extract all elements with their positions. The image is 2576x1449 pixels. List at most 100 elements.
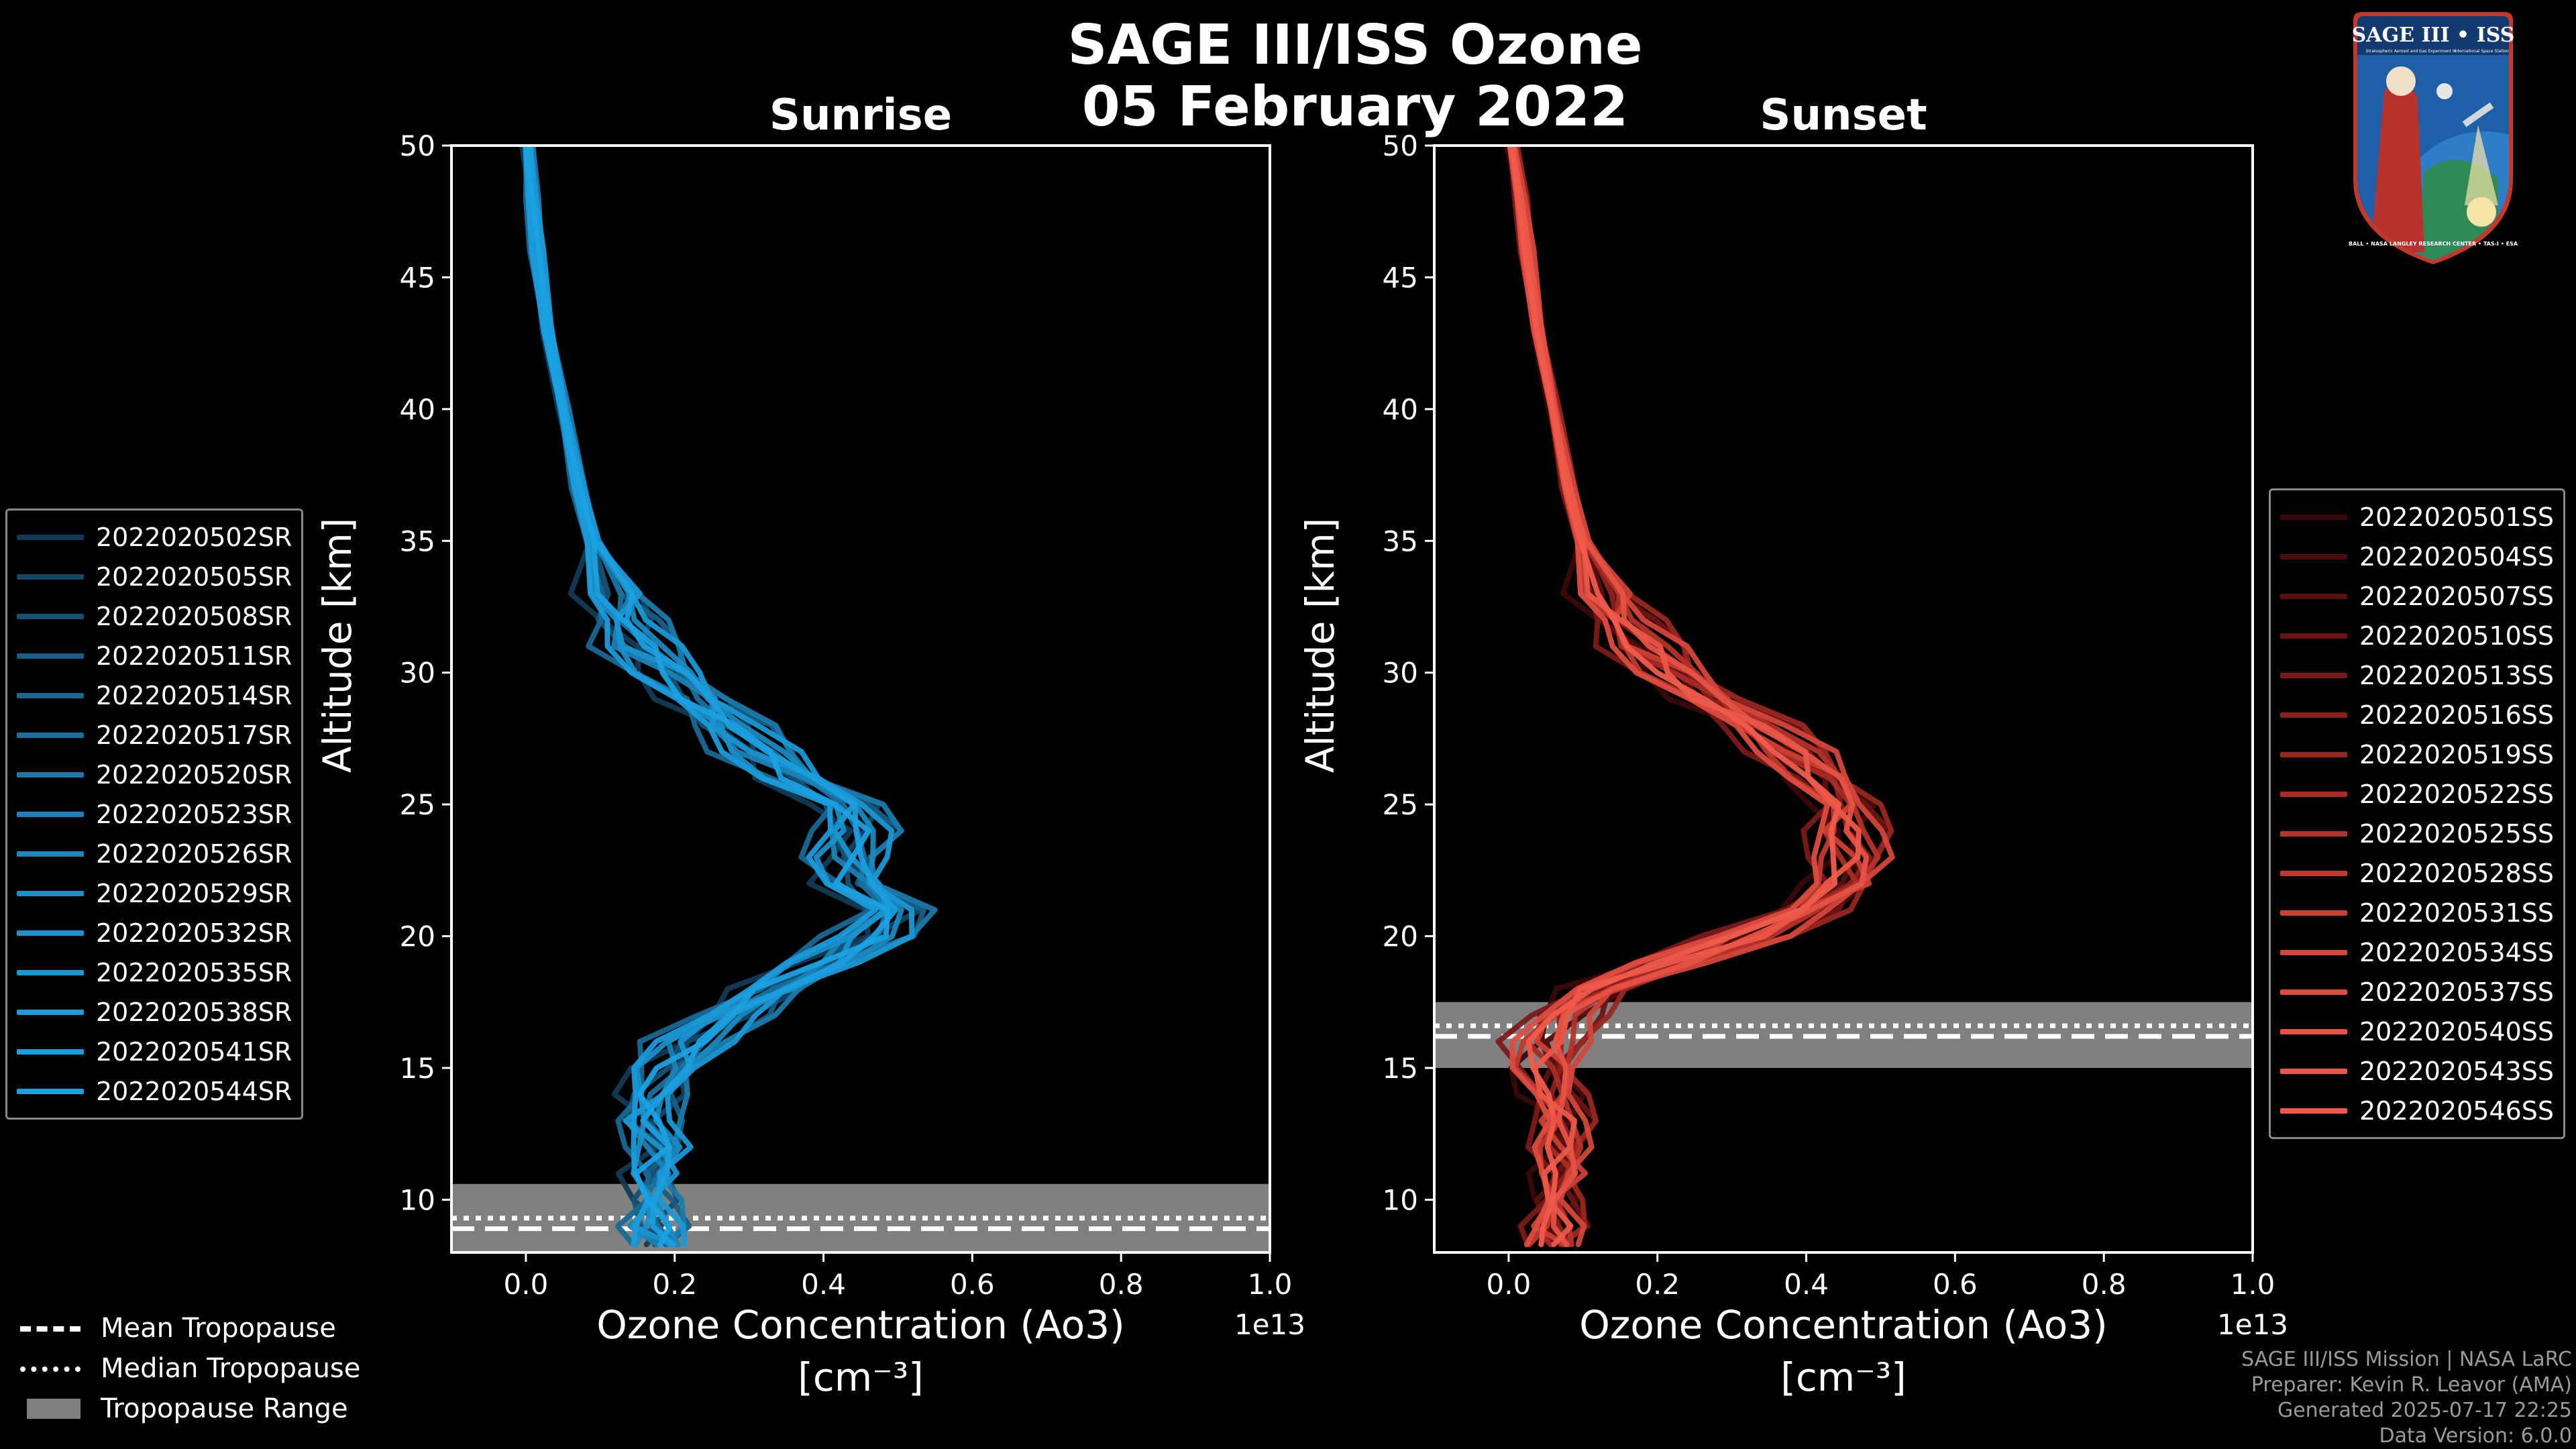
logo-ring-text: BALL • NASA LANGLEY RESEARCH CENTER • TA…	[2349, 241, 2518, 247]
tropopause-legend: Mean Tropopause Median Tropopause Tropop…	[20, 1308, 360, 1429]
legend-item: 2022020540SS	[2280, 1012, 2554, 1051]
axes-frame	[1433, 144, 2254, 1254]
series-line-2022020543SS	[1507, 146, 1862, 1248]
y-tick-label: 10	[1383, 1183, 1418, 1216]
legend-mean-tropopause: Mean Tropopause	[20, 1308, 360, 1348]
series-line-2022020511SR	[527, 146, 926, 1248]
credit-line: Data Version: 6.0.0	[2379, 1424, 2572, 1448]
legend-swatch	[17, 732, 84, 738]
y-tick-label: 40	[1383, 393, 1418, 426]
x-tick-label: 0.0	[504, 1268, 549, 1301]
legend-item: 2022020510SS	[2280, 616, 2554, 655]
legend-swatch	[17, 890, 84, 896]
y-tick-label: 50	[1383, 129, 1418, 162]
legend-swatch	[2280, 910, 2347, 916]
legend-item: 2022020504SS	[2280, 537, 2554, 576]
panel-title: Sunrise	[769, 91, 952, 140]
x-tick-label: 0.4	[1784, 1268, 1829, 1301]
y-tick-label: 40	[400, 393, 435, 426]
legend-label: 2022020522SS	[2359, 779, 2555, 809]
legend-label: 2022020510SS	[2359, 621, 2555, 651]
legend-label: 2022020531SS	[2359, 898, 2555, 928]
sunset-panel: 0.0 0.2 0.4 0.6 0.8 1.0 10 15 20 25 30 35 40 45 50 1e13…	[1297, 91, 2288, 1400]
legend-label: 2022020507SS	[2359, 581, 2555, 611]
legend-swatch	[2280, 1108, 2347, 1114]
legend-swatch	[2280, 870, 2347, 876]
credits: SAGE III/ISS Mission | NASA LaRC Prepare…	[2241, 1347, 2572, 1449]
legend-label: Mean Tropopause	[101, 1313, 336, 1344]
axes-frame	[450, 144, 1271, 1254]
legend-item: 2022020526SR	[17, 834, 292, 873]
legend-swatch	[17, 692, 84, 698]
legend-swatch	[17, 653, 84, 659]
credit-line: Generated 2025-07-17 22:25	[2277, 1399, 2572, 1422]
y-tick-label: 50	[400, 129, 435, 162]
legend-item: 2022020537SS	[2280, 972, 2554, 1012]
legend-label: 2022020528SS	[2359, 858, 2555, 888]
y-tick-label: 15	[1383, 1052, 1418, 1085]
legend-label: 2022020534SS	[2359, 937, 2555, 967]
sunrise-legend: 2022020502SR 2022020505SR 2022020508SR 2022…	[5, 508, 304, 1120]
y-axis-label: Altitude [km]	[315, 518, 360, 773]
x-axis-label: Ozone Concentration (Ao3)	[596, 1302, 1125, 1348]
plot-area	[1434, 146, 2253, 1248]
y-tick-label: 35	[1383, 525, 1418, 557]
legend-swatch	[17, 534, 84, 540]
legend-swatch	[17, 1088, 84, 1094]
y-tick-label: 25	[1383, 788, 1418, 821]
legend-label: Median Tropopause	[101, 1353, 361, 1384]
x-axis-multiplier: 1e13	[2217, 1308, 2288, 1341]
legend-label: 2022020501SS	[2359, 502, 2555, 532]
x-tick-label: 0.2	[1635, 1268, 1680, 1301]
sage-mission-logo: SAGE III • ISS Stratospheric Aerosol and…	[2349, 12, 2518, 264]
y-tick-label: 20	[400, 920, 435, 953]
legend-item: 2022020502SR	[17, 517, 292, 557]
dotted-line-icon	[20, 1358, 80, 1379]
x-tick-label: 0.8	[1099, 1268, 1144, 1301]
legend-swatch	[2280, 1028, 2347, 1034]
dashed-line-icon	[20, 1318, 80, 1338]
legend-item: 2022020519SS	[2280, 735, 2554, 774]
legend-swatch	[2280, 514, 2347, 520]
credit-line: SAGE III/ISS Mission | NASA LaRC	[2241, 1348, 2572, 1371]
legend-item: 2022020532SR	[17, 913, 292, 953]
legend-label: 2022020540SS	[2359, 1016, 2555, 1046]
x-tick-label: 0.2	[652, 1268, 697, 1301]
x-axis-multiplier: 1e13	[1234, 1308, 1305, 1341]
legend-item: 2022020531SS	[2280, 893, 2554, 932]
legend-item: 2022020541SR	[17, 1032, 292, 1071]
legend-swatch	[2280, 593, 2347, 599]
legend-item: 2022020522SS	[2280, 774, 2554, 814]
legend-item: 2022020538SR	[17, 992, 292, 1032]
y-tick-label: 10	[400, 1183, 435, 1216]
legend-item: 2022020546SS	[2280, 1091, 2554, 1130]
legend-item: 2022020520SR	[17, 755, 292, 794]
chart-title: SAGE III/ISS Ozone 05 February 2022	[939, 15, 1771, 138]
x-axis-label: Ozone Concentration (Ao3)	[1579, 1302, 2108, 1348]
legend-label: 2022020543SS	[2359, 1056, 2555, 1086]
legend-item: 2022020528SS	[2280, 853, 2554, 893]
legend-swatch	[17, 811, 84, 817]
legend-swatch	[2280, 712, 2347, 718]
y-tick-label: 45	[1383, 261, 1418, 294]
legend-swatch	[2280, 830, 2347, 837]
legend-swatch	[17, 574, 84, 580]
y-tick-label: 25	[400, 788, 435, 821]
legend-label: 2022020514SR	[96, 680, 292, 710]
legend-label: 2022020504SS	[2359, 541, 2555, 572]
legend-label: 2022020519SS	[2359, 739, 2555, 769]
x-tick-label: 0.6	[1933, 1268, 1978, 1301]
gray-box-icon	[20, 1399, 80, 1419]
legend-label: 2022020529SR	[96, 878, 292, 908]
y-tick-label: 35	[400, 525, 435, 557]
legend-label: 2022020541SR	[96, 1036, 292, 1067]
x-axis-unit-label: [cm⁻³]	[798, 1354, 924, 1400]
legend-swatch	[17, 1009, 84, 1015]
legend-label: 2022020520SR	[96, 759, 292, 790]
legend-swatch	[17, 613, 84, 619]
legend-label: 2022020537SS	[2359, 977, 2555, 1007]
legend-tropopause-range: Tropopause Range	[20, 1389, 360, 1429]
y-tick-label: 30	[400, 657, 435, 690]
logo-side-text: International Space Station	[2454, 49, 2509, 54]
legend-label: 2022020511SR	[96, 641, 292, 671]
